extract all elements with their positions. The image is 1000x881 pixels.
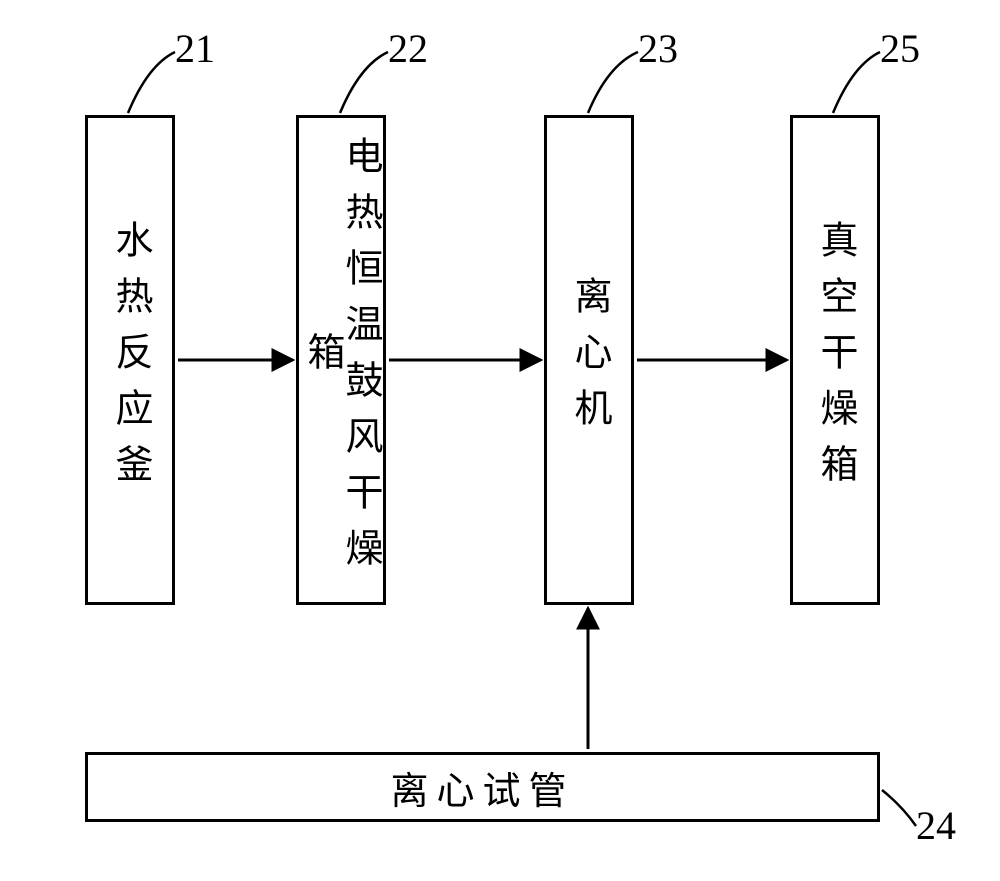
node-centrifuge: 离心机 [544,115,634,605]
node-label: 电热恒温鼓风干燥箱 [303,118,379,602]
callout-number: 23 [638,25,678,72]
callout-number: 25 [880,25,920,72]
diagram-canvas: 水热反应釜 电热恒温鼓风干燥箱 离心机 真空干燥箱 离心试管 21 22 23 … [0,0,1000,881]
node-label: 水热反应釜 [111,220,149,500]
node-label: 离心机 [570,276,608,444]
node-label: 真空干燥箱 [816,220,854,500]
node-centrifuge-tube: 离心试管 [85,752,880,822]
callout-number: 21 [175,25,215,72]
node-blast-drying-oven: 电热恒温鼓风干燥箱 [296,115,386,605]
node-hydrothermal-reactor: 水热反应釜 [85,115,175,605]
callout-number: 22 [388,25,428,72]
callout-number: 24 [916,802,956,849]
node-vacuum-drying-oven: 真空干燥箱 [790,115,880,605]
node-label: 离心试管 [390,760,574,815]
